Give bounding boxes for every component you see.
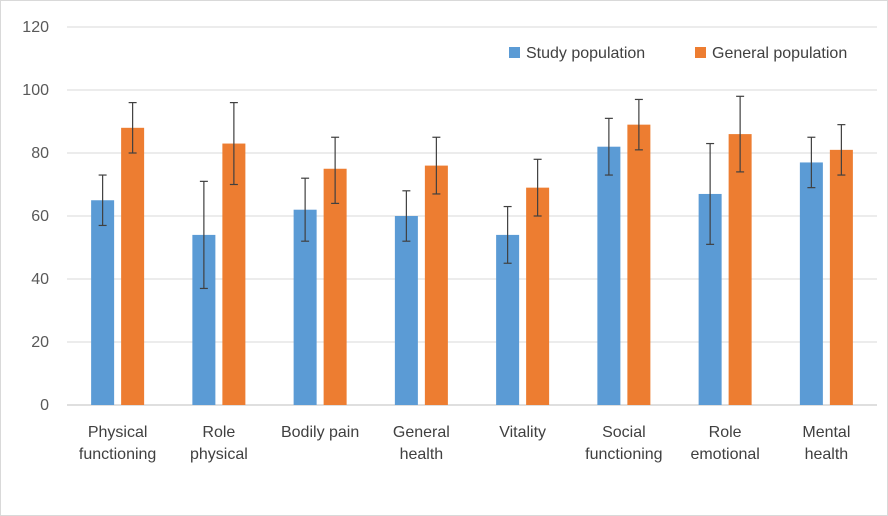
category-label: Physical functioning <box>79 424 156 463</box>
legend-label: General population <box>712 45 847 62</box>
y-tick-label: 80 <box>31 145 49 162</box>
legend-item: General population <box>695 45 847 62</box>
bar-general-population <box>728 134 752 405</box>
legend-label: Study population <box>526 45 645 62</box>
y-tick-label: 0 <box>40 397 49 414</box>
y-tick-label: 100 <box>22 82 49 99</box>
bar-general-population <box>424 165 448 405</box>
legend-swatch <box>695 47 706 58</box>
y-tick-label: 120 <box>22 19 49 36</box>
bar-study-population <box>698 193 722 405</box>
category-label: Role emotional <box>690 424 759 463</box>
bar-study-population <box>597 146 621 405</box>
bar-general-population <box>121 127 145 406</box>
error-bar <box>128 101 137 154</box>
error-bar <box>736 95 745 173</box>
error-bar <box>432 136 441 195</box>
error-bar <box>634 98 643 151</box>
category-label: Vitality <box>499 424 546 441</box>
y-axis-ticks: 0 20 40 60 80 100 120 <box>22 19 49 414</box>
legend-swatch <box>509 47 520 58</box>
error-bar <box>98 174 107 227</box>
bar-general-population <box>627 124 651 406</box>
category-label: Mental health <box>802 424 850 463</box>
bar-study-population <box>496 234 520 405</box>
error-bar <box>807 136 816 189</box>
bar-study-population <box>91 200 115 405</box>
error-bar <box>301 177 310 242</box>
error-bar <box>229 101 238 186</box>
legend: Study population General population <box>509 45 847 62</box>
category-label: Bodily pain <box>281 424 359 441</box>
gridlines <box>67 26 877 406</box>
bar-study-population <box>799 162 823 405</box>
y-tick-label: 60 <box>31 208 49 225</box>
bar-study-population <box>293 209 317 405</box>
error-bar <box>402 190 411 242</box>
y-tick-label: 40 <box>31 271 49 288</box>
error-bars <box>98 95 846 290</box>
bar-general-population <box>222 143 246 406</box>
bar-study-population <box>192 234 216 405</box>
category-label: Role physical <box>190 424 248 463</box>
error-bar <box>331 136 340 204</box>
error-bar <box>533 158 542 217</box>
error-bar <box>706 142 715 245</box>
error-bar <box>837 124 846 176</box>
category-labels: Physical functioning Role physical Bodily pa… <box>79 424 850 463</box>
error-bar <box>199 180 208 290</box>
bar-study-population <box>394 216 418 405</box>
error-bar <box>604 117 613 176</box>
category-label: Social functioning <box>585 424 662 463</box>
category-label: General health <box>393 424 450 463</box>
bar-general-population <box>323 168 347 405</box>
legend-item: Study population <box>509 45 645 62</box>
bar-general-population <box>526 187 550 405</box>
error-bar <box>503 205 512 264</box>
bar-general-population <box>829 149 853 405</box>
y-tick-label: 20 <box>31 334 49 351</box>
bars <box>91 124 853 406</box>
